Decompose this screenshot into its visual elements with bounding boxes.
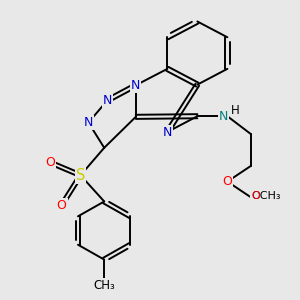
Text: OCH₃: OCH₃ bbox=[251, 191, 280, 201]
Text: O: O bbox=[57, 199, 67, 212]
Text: O: O bbox=[46, 156, 56, 169]
Text: H: H bbox=[231, 104, 240, 117]
Text: O: O bbox=[222, 175, 232, 188]
Text: N: N bbox=[163, 125, 172, 139]
Text: O: O bbox=[251, 191, 260, 201]
Text: N: N bbox=[84, 116, 93, 129]
Text: N: N bbox=[219, 110, 228, 123]
Text: N: N bbox=[131, 79, 140, 92]
Text: N: N bbox=[103, 94, 112, 107]
Text: S: S bbox=[76, 168, 85, 183]
Text: CH₃: CH₃ bbox=[93, 279, 115, 292]
